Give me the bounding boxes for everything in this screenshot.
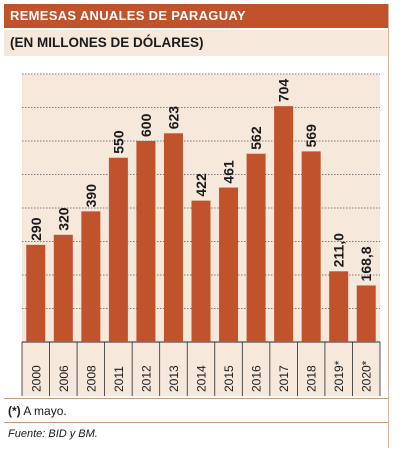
bar — [329, 271, 349, 342]
bar — [191, 200, 211, 342]
bar-value-label: 704 — [276, 79, 292, 103]
bar-value-label: 550 — [110, 130, 126, 154]
bar-value-label: 562 — [248, 126, 264, 150]
source-note: Fuente: BID y BM. — [8, 428, 98, 440]
bar — [301, 151, 321, 342]
bar — [81, 211, 101, 342]
category-label: 2017 — [277, 365, 291, 392]
bar-value-label: 390 — [83, 184, 99, 208]
category-label: 2013 — [167, 365, 181, 392]
category-label: 2011 — [112, 366, 126, 392]
category-label: 2000 — [29, 365, 43, 392]
bar-chart: 290 2000 320 2006 390 2008 550 2011 600 2012 623 20… — [21, 73, 381, 396]
bar — [53, 234, 73, 342]
bar-value-label: 320 — [55, 207, 71, 231]
category-label: 2015 — [222, 365, 236, 392]
chart-title: REMESAS ANUALES DE PARAGUAY — [4, 4, 389, 28]
category-label: 2018 — [305, 365, 319, 392]
bar — [136, 141, 156, 342]
footnote-divider — [4, 422, 389, 423]
category-label: 2008 — [84, 365, 98, 392]
category-label: 2012 — [139, 365, 153, 392]
category-label: 2006 — [57, 365, 71, 392]
footnote-marker: (*) — [8, 404, 21, 418]
bar — [26, 244, 46, 342]
footnote-text: A mayo. — [20, 404, 67, 418]
bar — [356, 285, 376, 342]
bar-value-label: 623 — [165, 106, 181, 130]
bar-value-label: 600 — [138, 113, 154, 137]
category-label: 2016 — [250, 365, 264, 392]
bar — [108, 157, 128, 342]
bar-value-label: 211,0 — [331, 233, 347, 267]
bar-value-label: 461 — [221, 160, 237, 184]
bar — [246, 153, 266, 342]
category-label: 2019* — [332, 360, 346, 392]
bar-value-label: 168,8 — [358, 246, 374, 281]
bar — [163, 133, 183, 342]
bar — [219, 187, 239, 342]
category-label: 2014 — [195, 365, 209, 392]
bar-value-label: 422 — [193, 173, 209, 197]
category-label: 2020* — [360, 360, 374, 392]
chart-area: 290 2000 320 2006 390 2008 550 2011 600 2012 623 20… — [0, 58, 402, 398]
bar — [274, 106, 294, 342]
chart-subtitle: (EN MILLONES DE DÓLARES) — [4, 30, 389, 56]
bar-value-label: 569 — [303, 124, 319, 148]
footer-divider — [4, 398, 389, 399]
bar-value-label: 290 — [28, 217, 44, 241]
footnote: (*) A mayo. — [8, 404, 67, 418]
